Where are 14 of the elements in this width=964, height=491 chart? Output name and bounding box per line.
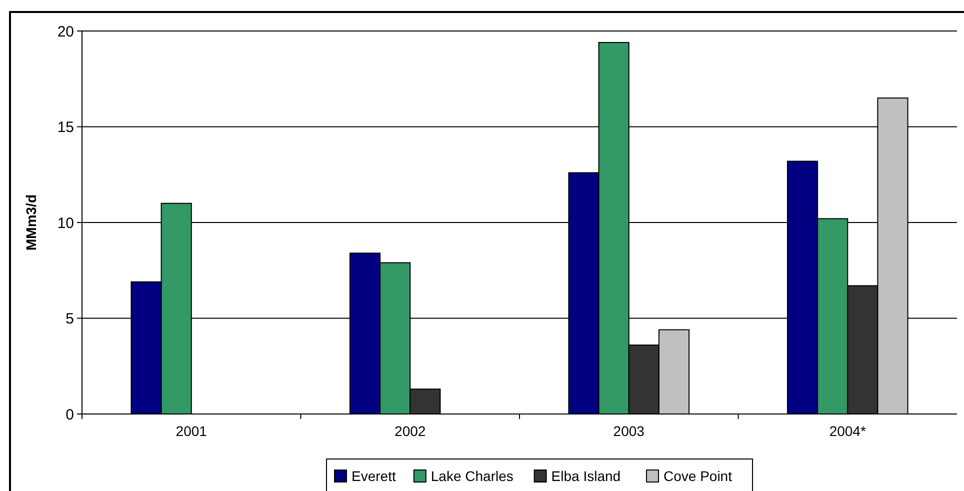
x-tick-label: 2003 [613, 423, 645, 439]
y-tick-label: 5 [66, 310, 74, 328]
y-tick-label: 20 [57, 23, 74, 40]
x-tick-label: 2004* [829, 423, 866, 439]
x-tick-label: 2001 [176, 423, 208, 439]
x-tick-label: 2002 [394, 423, 426, 439]
y-tick-label: 15 [57, 119, 74, 136]
legend-label: Lake Charles [430, 468, 514, 484]
legend-label: Cove Point [664, 468, 732, 484]
y-tick-label: 0 [66, 406, 74, 424]
legend-label: Everett [352, 468, 396, 484]
legend-label: Elba Island [551, 468, 621, 484]
y-tick-label: 10 [57, 214, 74, 232]
y-axis-title: MMm3/d [23, 194, 39, 250]
